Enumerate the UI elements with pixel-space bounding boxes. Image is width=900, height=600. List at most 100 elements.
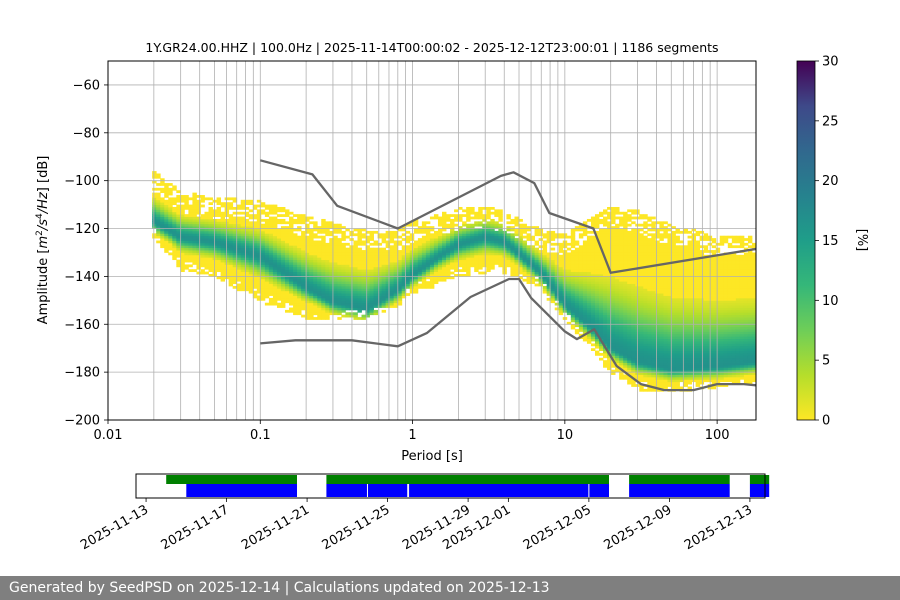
heatmap-cell	[421, 221, 427, 225]
heatmap-cell	[498, 240, 503, 244]
heatmap-cell	[603, 321, 608, 325]
heatmap-cell	[409, 233, 415, 237]
heatmap-cell	[293, 271, 298, 275]
heatmap-cell	[486, 216, 491, 220]
heatmap-cell	[341, 257, 346, 261]
heatmap-cell	[164, 250, 169, 253]
heatmap-cell	[309, 281, 314, 284]
heatmap-cell	[599, 302, 604, 306]
heatmap-cell	[655, 348, 660, 351]
heatmap-cell	[603, 319, 608, 323]
heatmap-cell	[244, 233, 250, 237]
heatmap-cell	[421, 223, 427, 227]
heatmap-cell	[458, 242, 463, 246]
heatmap-cell	[546, 285, 552, 289]
heatmap-cell	[433, 262, 439, 265]
heatmap-cell	[647, 319, 652, 323]
heatmap-cell	[643, 276, 648, 280]
heatmap-cell	[280, 242, 286, 246]
heatmap-cell	[599, 233, 604, 237]
heatmap-cell	[639, 336, 644, 340]
heatmap-cell	[289, 293, 294, 296]
heatmap-cell	[627, 293, 632, 296]
heatmap-cell	[192, 221, 197, 225]
heatmap-cell	[244, 245, 250, 249]
heatmap-cell	[518, 245, 523, 249]
heatmap-cell	[683, 376, 688, 380]
heatmap-cell	[599, 252, 604, 256]
heatmap-cell	[574, 285, 580, 289]
heatmap-cell	[663, 295, 668, 299]
heatmap-cell	[510, 238, 515, 241]
heatmap-cell	[470, 264, 475, 268]
heatmap-cell	[200, 228, 205, 232]
heatmap-cell	[570, 293, 576, 296]
heatmap-cell	[603, 288, 608, 292]
heatmap-cell	[627, 357, 632, 361]
heatmap-cell	[321, 218, 326, 222]
heatmap-cell	[462, 254, 467, 258]
heatmap-cell	[244, 269, 250, 273]
heatmap-cell	[240, 288, 246, 292]
heatmap-cell	[615, 259, 620, 263]
heatmap-cell	[401, 269, 407, 273]
heatmap-cell	[675, 305, 680, 308]
heatmap-cell	[313, 259, 318, 263]
heatmap-cell	[446, 250, 451, 253]
heatmap-cell	[164, 240, 169, 244]
heatmap-cell	[184, 216, 189, 220]
heatmap-cell	[313, 266, 318, 270]
heatmap-cell	[510, 250, 515, 253]
heatmap-cell	[675, 293, 680, 296]
heatmap-cell	[671, 319, 676, 323]
heatmap-cell	[184, 197, 189, 201]
heatmap-cell	[393, 271, 399, 275]
heatmap-cell	[293, 214, 298, 217]
heatmap-cell	[357, 309, 362, 313]
heatmap-cell	[534, 259, 540, 263]
heatmap-cell	[172, 209, 177, 213]
heatmap-cell	[240, 223, 246, 227]
heatmap-cell	[256, 233, 262, 237]
heatmap-cell	[663, 281, 668, 284]
heatmap-cell	[478, 240, 483, 244]
heatmap-cell	[631, 230, 636, 234]
heatmap-cell	[236, 204, 242, 208]
heatmap-cell	[623, 281, 628, 284]
heatmap-cell	[168, 230, 173, 234]
heatmap-cell	[683, 314, 688, 318]
heatmap-cell	[369, 233, 374, 237]
heatmap-cell	[333, 295, 338, 299]
heatmap-cell	[578, 295, 584, 299]
heatmap-cell	[373, 302, 378, 306]
heatmap-cell	[655, 281, 660, 284]
heatmap-cell	[188, 257, 193, 261]
heatmap-cell	[305, 238, 310, 241]
heatmap-cell	[160, 197, 165, 201]
heatmap-cell	[385, 290, 391, 294]
heatmap-cell	[526, 250, 531, 253]
heatmap-cell	[687, 293, 692, 296]
heatmap-cell	[542, 233, 548, 237]
heatmap-cell	[305, 264, 310, 268]
heatmap-cell	[260, 238, 266, 241]
heatmap-cell	[168, 233, 173, 237]
heatmap-cell	[643, 376, 648, 380]
heatmap-cell	[659, 312, 664, 316]
heatmap-cell	[450, 230, 455, 234]
heatmap-cell	[474, 211, 479, 215]
heatmap-cell	[196, 254, 201, 258]
heatmap-cell	[627, 245, 632, 249]
heatmap-cell	[631, 302, 636, 306]
heatmap-cell	[180, 218, 185, 222]
heatmap-cell	[550, 242, 556, 246]
heatmap-cell	[586, 262, 592, 265]
heatmap-cell	[228, 269, 234, 273]
heatmap-cell	[675, 348, 680, 351]
heatmap-cell	[627, 214, 632, 217]
heatmap-cell	[385, 254, 391, 258]
heatmap-cell	[309, 312, 314, 316]
heatmap-cell	[466, 209, 471, 213]
heatmap-cell	[582, 331, 588, 335]
heatmap-cell	[433, 240, 439, 244]
